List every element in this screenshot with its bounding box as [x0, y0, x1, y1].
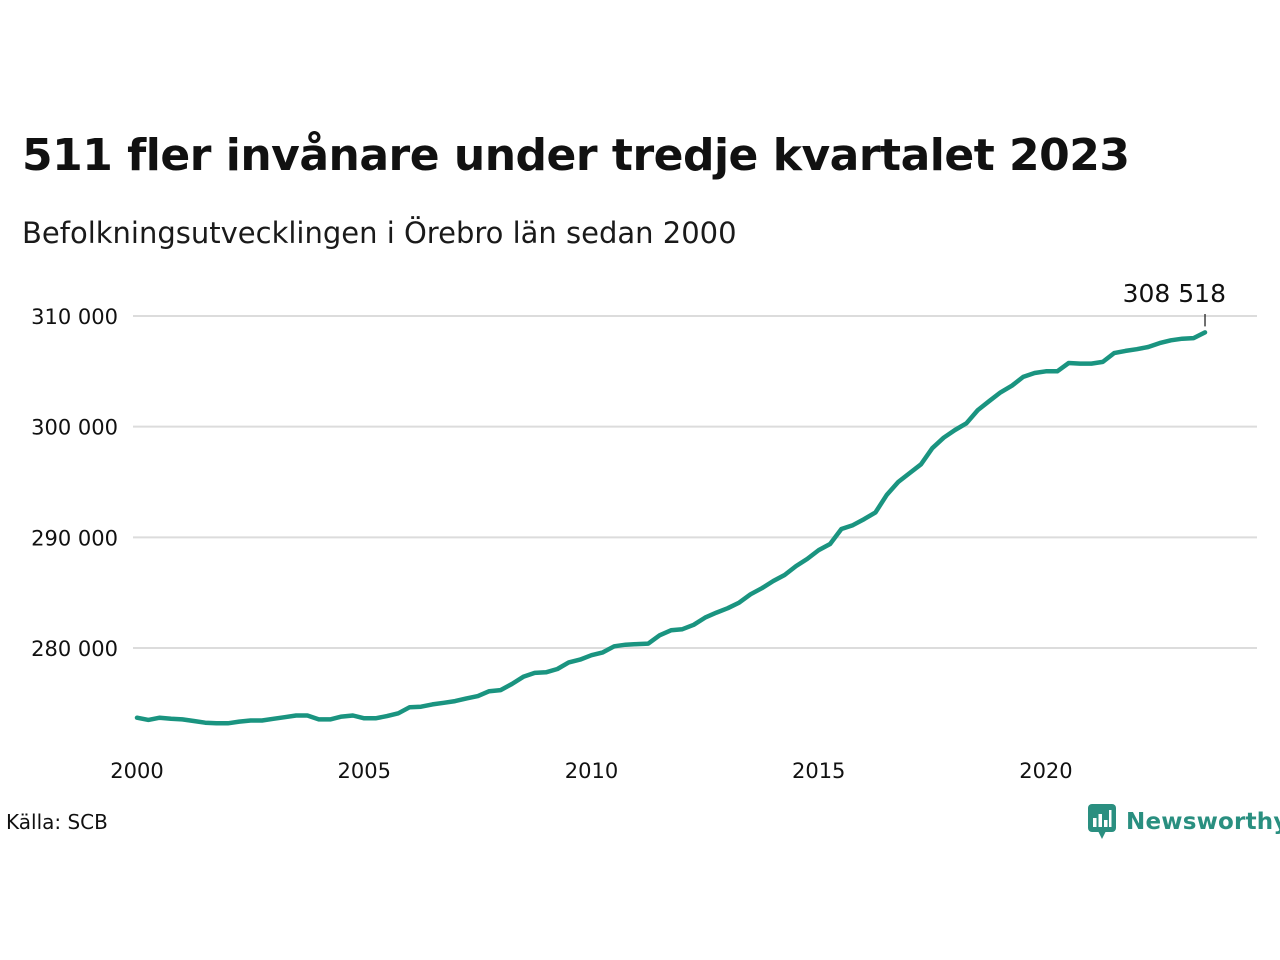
x-tick-label: 2000 — [110, 759, 163, 783]
x-tick-label: 2015 — [792, 759, 845, 783]
x-tick-label: 2005 — [338, 759, 391, 783]
y-tick-label: 300 000 — [31, 416, 118, 440]
x-tick-label: 2020 — [1019, 759, 1072, 783]
newsworthy-logo-icon — [1088, 804, 1116, 839]
x-tick-label: 2010 — [565, 759, 618, 783]
end-value-label: 308 518 — [1123, 279, 1226, 308]
chart-subtitle: Befolkningsutvecklingen i Örebro län sed… — [22, 216, 737, 250]
y-tick-label: 310 000 — [31, 305, 118, 329]
y-tick-label: 280 000 — [31, 637, 118, 661]
brand-logo: Newsworthy — [1088, 804, 1280, 840]
series-line — [134, 330, 1208, 726]
source-note: Källa: SCB — [6, 810, 108, 834]
chart-title: 511 fler invånare under tredje kvartalet… — [22, 130, 1130, 181]
brand-name: Newsworthy — [1126, 809, 1280, 835]
y-tick-label: 290 000 — [31, 526, 118, 550]
